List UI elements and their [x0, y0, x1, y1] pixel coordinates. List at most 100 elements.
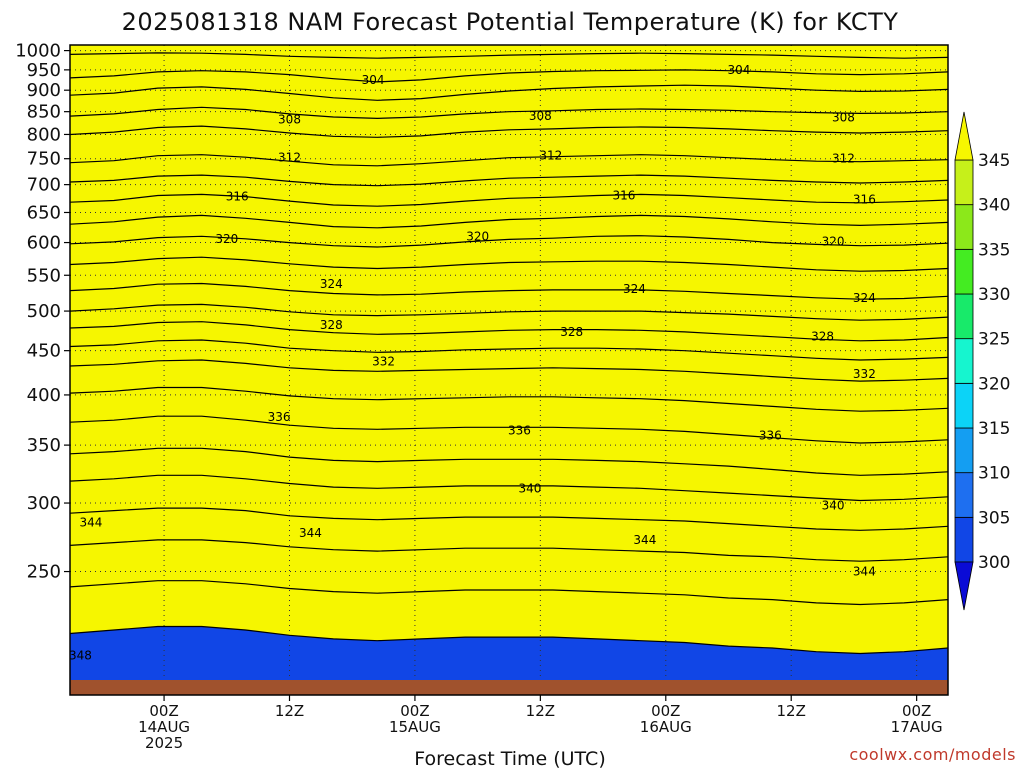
contour-348	[70, 625, 948, 655]
contour-label-316: 316	[853, 192, 876, 206]
contour-label-320: 320	[215, 232, 238, 246]
contour-label-312: 312	[278, 151, 301, 165]
y-tick-label-350: 350	[27, 435, 61, 456]
plot-frame	[69, 44, 949, 696]
contour-302	[70, 52, 948, 59]
contour-label-320: 320	[822, 234, 845, 248]
y-tick-label-600: 600	[27, 233, 61, 254]
contour-332	[70, 359, 948, 382]
colorbar-band-310	[954, 427, 974, 474]
contour-label-344: 344	[633, 533, 656, 547]
colorbar-label-305: 305	[978, 508, 1010, 528]
x-tick-label-6-0: 00Z	[149, 702, 178, 720]
y-tick-label-850: 850	[27, 102, 61, 123]
contour-label-348: 348	[69, 648, 92, 662]
y-tick-label-950: 950	[27, 60, 61, 81]
y-tick-label-650: 650	[27, 202, 61, 223]
colorbar-bottom-arrow	[954, 561, 974, 611]
y-axis: 2503003504004505005506006507007508008509…	[15, 41, 70, 583]
contour-label-316: 316	[613, 189, 636, 203]
colorbar-band-340	[954, 159, 974, 206]
colorbar: 300 305 310 315 320 325 330 335 340 345	[954, 111, 1010, 611]
contour-label-328: 328	[811, 330, 834, 344]
contour-label-328: 328	[560, 325, 583, 339]
contour-346	[70, 580, 948, 606]
contour-338	[70, 447, 948, 476]
contour-label-332: 332	[372, 355, 395, 369]
colorbar-label-300: 300	[978, 553, 1010, 573]
y-tick-label-400: 400	[27, 385, 61, 406]
contour-label-308: 308	[278, 112, 301, 126]
contour-326	[70, 303, 948, 321]
colorbar-label-335: 335	[978, 240, 1010, 260]
x-tick-label-66-0: 12Z	[777, 702, 806, 720]
x-tick-label-54-1: 16AUG	[640, 718, 692, 736]
y-tick-label-800: 800	[27, 124, 61, 145]
contour-label-304: 304	[362, 73, 385, 87]
contour-label-336: 336	[268, 410, 291, 424]
y-tick-label-500: 500	[27, 301, 61, 322]
x-tick-label-18-0: 12Z	[275, 702, 304, 720]
y-tick-label-550: 550	[27, 265, 61, 286]
contour-306	[70, 84, 948, 101]
contour-322	[70, 256, 948, 272]
y-tick-label-900: 900	[27, 80, 61, 101]
chart-title: 2025081318 NAM Forecast Potential Temper…	[122, 8, 899, 36]
colorbar-band-305	[954, 472, 974, 518]
contour-336	[70, 415, 948, 444]
x-axis-label: Forecast Time (UTC)	[414, 748, 605, 768]
y-tick-label-300: 300	[27, 493, 61, 514]
contour-label-336: 336	[508, 423, 531, 437]
contour-318	[70, 214, 948, 229]
contour-labels: 348 344 344 344 344 340 340 336 336 336 332 332 328 3…	[69, 63, 876, 663]
contour-label-328: 328	[320, 318, 343, 332]
contour-label-340: 340	[822, 499, 845, 513]
contour-316	[70, 193, 948, 207]
contour-330	[70, 339, 948, 361]
contour-340	[70, 474, 948, 502]
contour-342	[70, 507, 948, 531]
colorbar-band-320	[954, 338, 974, 384]
ground-strip	[70, 680, 948, 695]
temperature-shading	[70, 45, 948, 695]
x-tick-label-30-1: 15AUG	[389, 718, 441, 736]
contour-label-308: 308	[832, 110, 855, 124]
x-tick-label-6-1: 14AUG	[138, 718, 190, 736]
x-tick-label-30-0: 00Z	[400, 702, 429, 720]
contour-label-324: 324	[853, 291, 876, 305]
colorbar-label-320: 320	[978, 374, 1010, 394]
contour-label-340: 340	[518, 481, 541, 495]
contour-label-324: 324	[623, 282, 646, 296]
contour-328	[70, 321, 948, 342]
contour-label-312: 312	[539, 149, 562, 163]
contour-320	[70, 235, 948, 248]
contour-312	[70, 154, 948, 167]
contour-334	[70, 386, 948, 412]
colorbar-band-335	[954, 204, 974, 250]
contour-label-320: 320	[466, 229, 489, 243]
colorbar-band-325	[954, 293, 974, 340]
colorbar-label-310: 310	[978, 464, 1010, 484]
y-tick-label-450: 450	[27, 341, 61, 362]
x-tick-label-78-1: 17AUG	[891, 718, 943, 736]
x-tick-label-42-0: 12Z	[526, 702, 555, 720]
colorbar-band-315	[954, 382, 974, 429]
contour-310	[70, 125, 948, 138]
contour-308	[70, 106, 948, 120]
y-tick-label-1000: 1000	[15, 41, 61, 62]
colorbar-label-325: 325	[978, 330, 1010, 350]
contour-label-312: 312	[832, 152, 855, 166]
y-tick-label-250: 250	[27, 562, 61, 583]
colorbar-label-340: 340	[978, 196, 1010, 216]
colorbar-label-315: 315	[978, 419, 1010, 439]
y-tick-label-750: 750	[27, 149, 61, 170]
contour-label-336: 336	[759, 429, 782, 443]
colorbar-label-330: 330	[978, 285, 1010, 305]
contour-lines	[70, 52, 948, 655]
contour-label-344: 344	[79, 515, 102, 529]
contour-304	[70, 69, 948, 83]
contour-344	[70, 539, 948, 562]
x-tick-label-78-0: 00Z	[902, 702, 931, 720]
contour-label-344: 344	[853, 565, 876, 579]
